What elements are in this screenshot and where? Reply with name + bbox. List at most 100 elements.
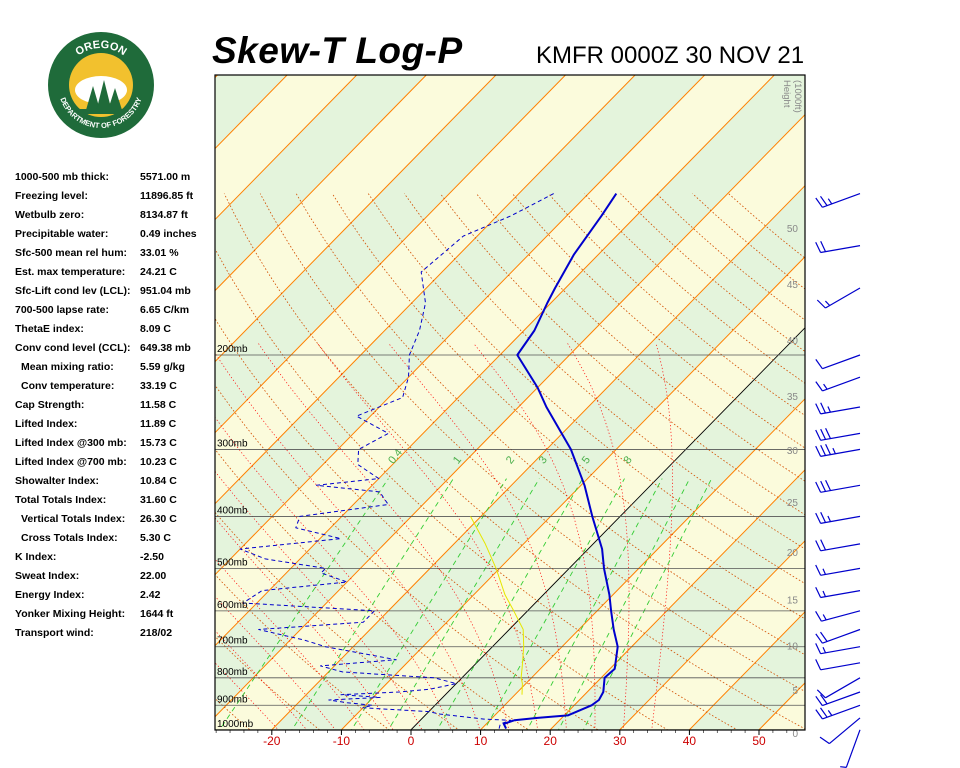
index-value: 5571.00 m (140, 171, 191, 183)
wind-barb-half-flag (822, 590, 827, 597)
index-label: Transport wind: (15, 627, 94, 639)
index-row: Showalter Index: 10.84 C (15, 472, 215, 491)
temperature-trace (502, 193, 619, 730)
wind-barb (815, 610, 861, 622)
isobar-label: 900mb (217, 694, 248, 705)
wind-barb-half-flag (832, 447, 836, 455)
dry-adiabat (215, 317, 669, 730)
isobar-label: 700mb (217, 636, 248, 647)
index-row: Energy Index: 2.42 (15, 586, 215, 605)
index-row: Wetbulb zero: 8134.87 ft (15, 206, 215, 225)
index-row: Transport wind: 218/02 (15, 624, 215, 643)
temperature-band (215, 75, 805, 717)
temperature-band (828, 75, 960, 730)
index-row: Conv temperature: 33.19 C (15, 377, 215, 396)
mixing-ratio-line (436, 478, 584, 730)
height-tick-label: 30 (787, 446, 799, 457)
isotherm (215, 113, 805, 718)
dry-adiabat (223, 193, 805, 730)
moist-adiabat (215, 595, 336, 730)
logo-top-text: OREGON (73, 39, 128, 58)
index-value: 0.49 inches (140, 228, 197, 240)
x-tick-label: -10 (333, 734, 351, 748)
index-value: 1644 ft (140, 608, 174, 620)
index-value: 5.30 C (140, 532, 171, 544)
wind-barb (840, 729, 861, 768)
index-label: Total Totals Index: (15, 494, 107, 506)
wind-barb (815, 402, 861, 415)
wind-barb-half-flag (840, 766, 847, 768)
index-row: Sfc-500 mean rel hum: 33.01 % (15, 244, 215, 263)
index-label: Energy Index: (15, 589, 85, 601)
wind-barb-flag (815, 633, 823, 644)
index-row: Sweat Index: 22.00 (15, 567, 215, 586)
wind-barb-flag (820, 707, 828, 718)
oregon-forestry-logo: OREGON DEPARTMENT OF FORESTRY (48, 32, 154, 138)
index-label: Lifted Index @700 mb: (15, 456, 127, 468)
wind-barb (816, 677, 861, 699)
wind-barb-staff (822, 704, 861, 720)
index-label: Yonker Mixing Height: (15, 608, 126, 620)
wind-barb-staff (820, 590, 861, 599)
dry-adiabat (259, 193, 805, 692)
wind-barb-flag (825, 444, 832, 455)
dry-adiabat (512, 193, 805, 449)
wind-barb-flag (820, 631, 828, 642)
wind-barb-staff (822, 691, 861, 707)
wind-barb-flag (815, 481, 822, 493)
zero-isotherm (410, 327, 805, 730)
height-tick-label: 20 (787, 548, 799, 559)
wind-barb (815, 628, 861, 644)
wind-barb-flag (815, 564, 822, 576)
wind-barb-flag (819, 736, 830, 745)
wind-barb-flag (816, 299, 826, 309)
index-row: 700-500 lapse rate: 6.65 C/km (15, 301, 215, 320)
index-label: Lifted Index: (15, 418, 78, 430)
station-time-label: KMFR 0000Z 30 NOV 21 (536, 42, 805, 69)
wind-barb-staff (820, 245, 861, 254)
index-value: 218/02 (140, 627, 173, 639)
wind-barb-flag (820, 428, 827, 440)
isotherm (688, 611, 805, 730)
wind-barb (815, 564, 861, 576)
mixing-ratio-line (291, 478, 454, 730)
wind-barb-staff (822, 354, 861, 370)
index-label: K Index: (15, 551, 57, 563)
wind-barb-half-flag (827, 198, 833, 205)
wind-barb-flag (825, 428, 832, 439)
isotherm (215, 75, 358, 221)
wind-barb (815, 643, 861, 655)
index-label: Showalter Index: (15, 475, 100, 487)
wind-barb-flag (815, 241, 822, 253)
wind-barb-flag (815, 381, 823, 392)
index-value: 6.65 C/km (140, 304, 190, 316)
wind-barb-flag (815, 610, 822, 622)
wind-barb (819, 717, 861, 745)
wind-barb (815, 444, 861, 457)
height-axis-label: (1000ft) (792, 80, 803, 113)
wind-barb-staff (820, 567, 861, 576)
wind-barb-flag (825, 479, 832, 491)
parcel-trace (470, 516, 525, 695)
wind-barb-staff (821, 610, 861, 622)
index-value: 8.09 C (140, 323, 171, 335)
isobar-label: 300mb (217, 438, 248, 449)
index-row: Vertical Totals Index: 26.30 C (15, 510, 215, 529)
wind-barb-staff (822, 193, 861, 208)
wind-barb (815, 704, 861, 720)
index-value: 649.38 mb (140, 342, 191, 354)
wind-barb-flag (815, 403, 822, 415)
index-label: Wetbulb zero: (15, 209, 85, 221)
dry-adiabat (403, 193, 805, 550)
wind-barb-flag (815, 540, 822, 552)
wind-barb-staff (825, 287, 861, 309)
dry-adiabat (331, 193, 805, 620)
wind-barb-staff (820, 646, 861, 655)
index-value: 11.58 C (140, 399, 177, 411)
index-label: Sfc-Lift cond lev (LCL): (15, 285, 131, 297)
wind-barb-flag (820, 195, 828, 206)
wind-barb-staff (822, 628, 861, 644)
wind-barb-half-flag (822, 646, 827, 654)
height-tick-label: 35 (787, 392, 799, 403)
x-tick-label: 10 (474, 734, 488, 748)
